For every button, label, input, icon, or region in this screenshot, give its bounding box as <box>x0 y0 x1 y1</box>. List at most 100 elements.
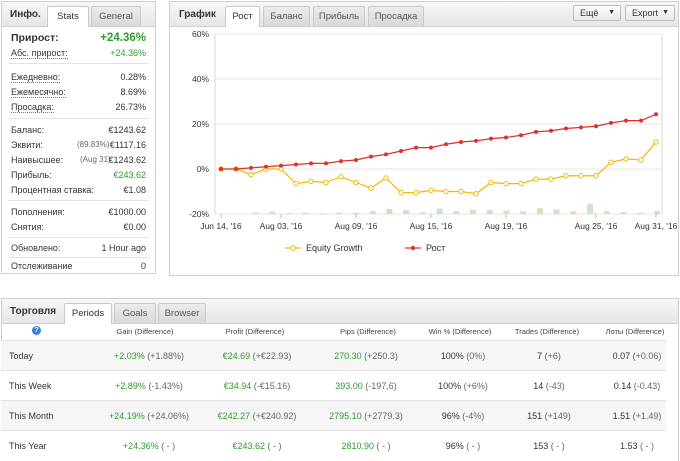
tab-periods[interactable]: Periods <box>64 303 112 324</box>
volume-bar <box>570 211 577 214</box>
volume-bar <box>319 213 326 214</box>
series-point <box>324 161 328 166</box>
header-trades: Trades (Difference) <box>514 327 580 336</box>
table-row: This Week +2.89% (-1.43%) €34.94 (-€15.16)… <box>1 370 666 401</box>
chart-header: График Рост Баланс Прибыль Просадка Ещё … <box>170 2 678 27</box>
gain-diff: (+1.88%) <box>147 351 185 361</box>
series-point <box>503 180 509 187</box>
cell-win: 100% (0%) <box>403 351 523 361</box>
drawdown-value: 26.73% <box>115 102 146 112</box>
gain-diff: ( - ) <box>161 441 176 451</box>
volume-bar <box>386 208 393 214</box>
y-tick-label: -20% <box>189 209 209 219</box>
legend-label: Equity Growth <box>306 243 363 253</box>
tab-goals[interactable]: Goals <box>114 303 156 323</box>
volume-bar <box>369 211 376 214</box>
highest-value: €1243.62 <box>108 155 146 165</box>
divider <box>8 237 149 238</box>
trades-diff: (+6) <box>544 351 561 361</box>
series-point <box>369 154 373 159</box>
series-point <box>504 135 508 140</box>
volume-bar <box>285 213 292 214</box>
table-row: Today +2.03% (+1.88%) €24.69 (+€22.93) 270.… <box>1 340 666 371</box>
cell-profit: €24.69 (+€22.93) <box>197 351 317 361</box>
win-value: 100% <box>440 351 464 361</box>
profit-value: €243.62 <box>232 441 266 451</box>
daily-label[interactable]: Ежедневно: <box>11 72 61 83</box>
series-point <box>339 159 343 164</box>
monthly-value: 8.69% <box>120 87 146 97</box>
lots-value: 1.51 <box>612 411 631 421</box>
volume-bar <box>336 212 343 214</box>
series-point <box>383 175 389 181</box>
trades-value: 153 <box>533 441 549 451</box>
tab-balance[interactable]: Баланс <box>263 6 310 26</box>
tab-drawdown[interactable]: Просадка <box>368 6 424 26</box>
series-point <box>519 133 523 138</box>
win-value: 96% <box>445 441 464 451</box>
series-point <box>323 179 329 186</box>
series-point <box>443 188 449 195</box>
chevron-down-icon: ▼ <box>662 9 669 16</box>
series-point <box>414 145 418 150</box>
row-label: This Month <box>9 411 54 421</box>
daily-value: 0.28% <box>120 72 146 82</box>
cell-gain: +24.19% (+24.06%) <box>89 411 209 421</box>
cell-pips: 2795.10 (+2779.3) <box>306 411 426 421</box>
series-point <box>488 179 494 186</box>
abs-gain-label[interactable]: Абс. прирост: <box>11 48 68 59</box>
tab-growth[interactable]: Рост <box>225 6 260 27</box>
deposits-value: €1000.00 <box>108 207 146 217</box>
cell-win: 96% (-4%) <box>403 411 523 421</box>
pips-diff: (+250.3) <box>364 351 398 361</box>
more-button[interactable]: Ещё ▼ <box>573 5 621 21</box>
tracking-label: Отслеживание <box>11 261 73 271</box>
tab-stats[interactable]: Stats <box>47 6 89 27</box>
series-point <box>219 167 223 171</box>
drawdown-label[interactable]: Просадка: <box>11 102 54 113</box>
equity-value: €1117.16 <box>109 140 146 150</box>
cell-pips: 270.30 (+250.3) <box>306 351 426 361</box>
series-point <box>294 162 298 167</box>
series-point <box>533 176 539 182</box>
win-diff: (0%) <box>466 351 486 361</box>
info-title: Инфо. <box>10 9 41 20</box>
volume-bar <box>453 211 460 214</box>
volume-bar <box>637 212 644 214</box>
info-header: Инфо. Stats General <box>2 2 155 27</box>
series-point <box>548 176 554 182</box>
win-value: 100% <box>438 381 462 391</box>
trades-value: 7 <box>537 351 543 361</box>
trades-value: 14 <box>533 381 544 391</box>
series-point <box>399 149 403 153</box>
y-tick-label: 40% <box>192 74 209 84</box>
series-point <box>489 136 493 141</box>
tab-profit[interactable]: Прибыль <box>313 6 365 26</box>
legend-marker <box>290 245 296 251</box>
volume-bar <box>302 212 309 214</box>
growth-chart: 60% 40% 20% 0% -20% Jun 14, '16 Aug 03, '16 Aug… <box>189 29 677 253</box>
tab-general[interactable]: General <box>91 6 141 26</box>
series-point <box>309 161 313 166</box>
row-label: This Week <box>9 381 52 391</box>
series-point <box>354 158 358 162</box>
volume-bar <box>620 212 627 214</box>
win-diff: (-4%) <box>462 411 485 421</box>
export-label: Export <box>632 8 659 18</box>
tab-browser[interactable]: Browser <box>158 303 206 323</box>
volume-bar <box>520 211 527 214</box>
lots-diff: (-0.43) <box>633 381 661 391</box>
export-button[interactable]: Export ▼ <box>625 5 675 21</box>
x-tick-label: Jun 14, '16 <box>200 221 242 231</box>
pips-value: 2795.10 <box>329 411 362 421</box>
deposits-label: Пополнения: <box>11 207 65 217</box>
y-tick-label: 0% <box>197 164 210 174</box>
highest-label: Наивысшее: <box>11 155 64 165</box>
legend-label: Рост <box>426 243 445 253</box>
help-icon[interactable]: ? <box>32 326 41 335</box>
monthly-label[interactable]: Ежемесячно: <box>11 87 66 98</box>
volume-bar <box>436 208 443 214</box>
volume-bar <box>419 212 426 214</box>
cell-pips: 2810.90 ( - ) <box>306 441 426 451</box>
trades-value: 151 <box>527 411 543 421</box>
